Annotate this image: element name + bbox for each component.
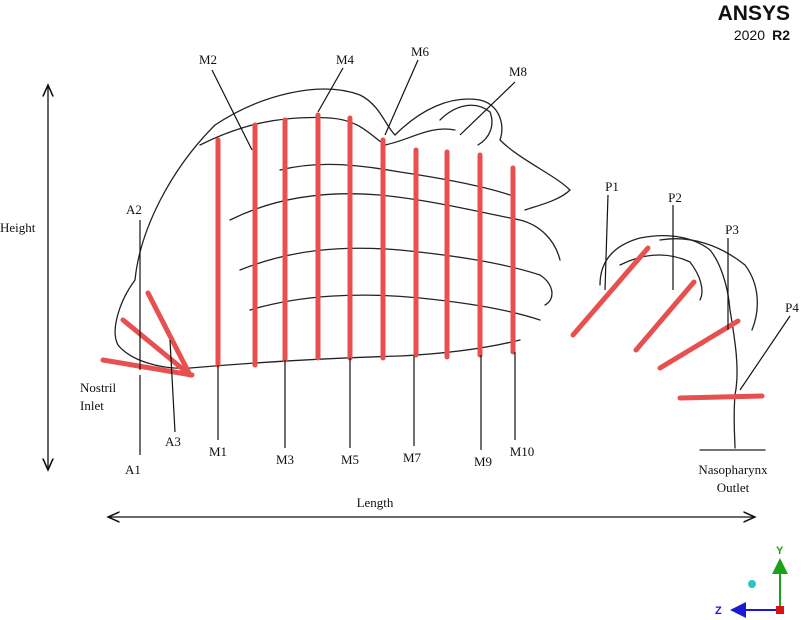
label: M10 bbox=[510, 444, 535, 459]
label: M7 bbox=[403, 450, 422, 465]
logo-release: R2 bbox=[772, 27, 790, 43]
label: M4 bbox=[336, 52, 355, 67]
nasal-sketch bbox=[114, 88, 766, 451]
label: M8 bbox=[509, 64, 527, 79]
inlet-label: Nostril bbox=[80, 380, 117, 395]
outlet-label: Nasopharynx bbox=[698, 462, 768, 477]
label: P4 bbox=[785, 300, 799, 315]
section-lines bbox=[100, 112, 765, 401]
logo-version: 2020 bbox=[734, 27, 765, 43]
label: P2 bbox=[668, 190, 682, 205]
height-label: Height bbox=[0, 220, 36, 235]
inlet-label: Inlet bbox=[80, 398, 104, 413]
label: P3 bbox=[725, 222, 739, 237]
axis-y-label: Y bbox=[776, 545, 784, 557]
label: M2 bbox=[199, 52, 217, 67]
axis-triad: Y Z bbox=[715, 545, 788, 618]
logo-brand: ANSYS bbox=[718, 2, 790, 25]
length-label: Length bbox=[357, 495, 394, 510]
label: M1 bbox=[209, 444, 227, 459]
leader-lines bbox=[139, 59, 791, 455]
axis-z-label: Z bbox=[715, 605, 722, 617]
label: M3 bbox=[276, 452, 294, 467]
label: M9 bbox=[474, 454, 492, 469]
label: A1 bbox=[125, 462, 141, 477]
label: P1 bbox=[605, 179, 619, 194]
label: A2 bbox=[126, 202, 142, 217]
outlet-label: Outlet bbox=[717, 480, 750, 495]
label: M5 bbox=[341, 452, 359, 467]
label: A3 bbox=[165, 434, 181, 449]
label: M6 bbox=[411, 44, 430, 59]
